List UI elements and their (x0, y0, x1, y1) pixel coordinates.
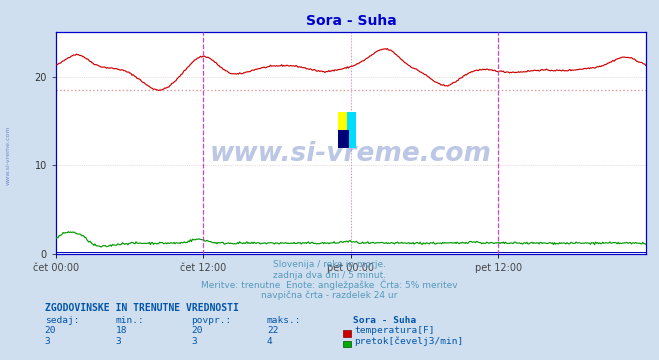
Text: 3: 3 (45, 337, 51, 346)
Bar (347, 112, 356, 148)
Text: sedaj:: sedaj: (45, 316, 79, 325)
Text: pretok[čevelj3/min]: pretok[čevelj3/min] (355, 337, 464, 346)
Text: 4: 4 (267, 337, 273, 346)
Text: 20: 20 (45, 327, 56, 336)
Text: www.si-vreme.com: www.si-vreme.com (210, 141, 492, 167)
Text: zadnja dva dni / 5 minut.: zadnja dva dni / 5 minut. (273, 271, 386, 280)
Title: Sora - Suha: Sora - Suha (306, 14, 396, 28)
Text: navpična črta - razdelek 24 ur: navpična črta - razdelek 24 ur (262, 291, 397, 300)
Text: Sora - Suha: Sora - Suha (353, 316, 416, 325)
Text: Meritve: trenutne  Enote: angležpaške  Črta: 5% meritev: Meritve: trenutne Enote: angležpaške Črt… (201, 280, 458, 291)
Bar (338, 112, 347, 148)
Text: 18: 18 (115, 327, 127, 336)
Text: 20: 20 (191, 327, 202, 336)
Text: ZGODOVINSKE IN TRENUTNE VREDNOSTI: ZGODOVINSKE IN TRENUTNE VREDNOSTI (45, 303, 239, 314)
Text: maks.:: maks.: (267, 316, 301, 325)
Text: 3: 3 (115, 337, 121, 346)
Text: min.:: min.: (115, 316, 144, 325)
Text: 22: 22 (267, 327, 278, 336)
Text: temperatura[F]: temperatura[F] (355, 327, 435, 336)
Text: www.si-vreme.com: www.si-vreme.com (5, 125, 11, 185)
Text: povpr.:: povpr.: (191, 316, 231, 325)
Text: Slovenija / reke in morje.: Slovenija / reke in morje. (273, 261, 386, 270)
Text: 3: 3 (191, 337, 197, 346)
Bar (338, 130, 349, 148)
